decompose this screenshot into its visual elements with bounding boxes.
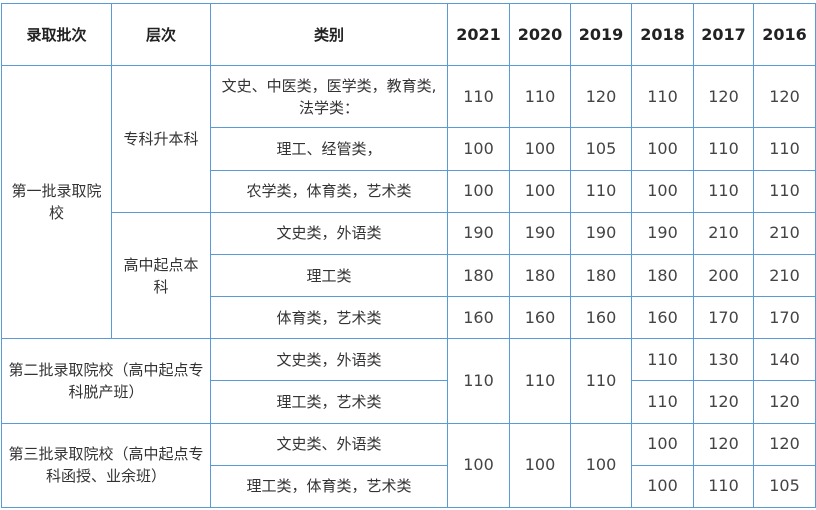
score-cell: 190: [447, 211, 510, 255]
score-cell: 120: [570, 65, 632, 129]
table-row: 理工、经管类， 100 100 105 100 110 110: [2, 127, 816, 171]
level-cell: 专科升本科: [111, 65, 211, 213]
table-row: 理工类，体育类，艺术类 100 110 105: [2, 464, 816, 509]
score-cell: 110: [753, 169, 816, 213]
score-cell: 100: [509, 127, 571, 171]
score-cell-merged: 110: [570, 338, 632, 424]
header-year: 2017: [693, 2, 754, 67]
batch-cell-first: 第一批录取院校: [1, 65, 112, 340]
score-cell: 120: [693, 380, 754, 424]
batch-cell-third: 第三批录取院校（高中起点专科函授、业余班）: [1, 422, 211, 509]
score-cell: 140: [753, 338, 816, 382]
score-cell: 160: [509, 296, 571, 340]
score-cell: 120: [693, 65, 754, 129]
header-year: 2020: [509, 2, 571, 67]
score-cell: 105: [753, 464, 816, 509]
score-cell: 110: [631, 338, 694, 382]
header-year: 2018: [631, 2, 694, 67]
score-cell: 100: [447, 169, 510, 213]
score-cell: 100: [631, 422, 694, 466]
table-row: 第三批录取院校（高中起点专科函授、业余班） 文史类、外语类 100 100 10…: [1, 422, 816, 509]
table-row: 体育类，艺术类 160 160 160 160 170 170: [2, 296, 816, 340]
score-cell: 110: [570, 169, 632, 213]
score-cell: 100: [447, 127, 510, 171]
level-cell: 高中起点本科: [111, 211, 211, 340]
batch-cell-second: 第二批录取院校（高中起点专科脱产班）: [1, 338, 211, 424]
score-cell: 180: [570, 253, 632, 298]
score-cell-merged: 100: [570, 422, 632, 509]
score-cell: 110: [753, 127, 816, 171]
header-year: 2019: [570, 2, 632, 67]
score-cell: 100: [631, 127, 694, 171]
score-cell: 120: [753, 422, 816, 466]
table-row: 第二批录取院校（高中起点专科脱产班） 文史类，外语类 110 110 110 1…: [1, 338, 816, 424]
score-cell: 130: [693, 338, 754, 382]
score-cell: 110: [509, 65, 571, 129]
score-cell: 100: [631, 169, 694, 213]
score-cell: 180: [631, 253, 694, 298]
table-row: 理工类 180 180 180 180 200 210: [2, 253, 816, 298]
score-cell: 100: [631, 464, 694, 509]
category-cell: 文史类，外语类: [210, 338, 448, 382]
table-row: 高中起点本科 文史类，外语类 190 190 190 190 210 210: [2, 211, 816, 340]
score-cell-merged: 100: [509, 422, 571, 509]
header-level: 层次: [111, 2, 211, 67]
table-row: 理工类，艺术类 110 120 120: [2, 380, 816, 424]
score-cell: 120: [753, 380, 816, 424]
score-cell: 190: [570, 211, 632, 255]
score-cell: 100: [509, 169, 571, 213]
score-cell: 160: [447, 296, 510, 340]
score-cell: 120: [753, 65, 816, 129]
category-cell: 文史类、外语类: [210, 422, 448, 466]
score-cell: 160: [631, 296, 694, 340]
score-cell: 105: [570, 127, 632, 171]
category-cell: 理工类，体育类，艺术类: [210, 464, 448, 509]
score-cell: 110: [693, 127, 754, 171]
score-cell: 180: [509, 253, 571, 298]
score-cell-merged: 110: [509, 338, 571, 424]
score-cell-merged: 100: [447, 422, 510, 509]
category-cell: 文史、中医类，医学类，教育类,法学类：: [210, 65, 448, 129]
score-cell: 110: [693, 169, 754, 213]
score-cell: 110: [631, 65, 694, 129]
score-cell: 120: [693, 422, 754, 466]
header-category: 类别: [210, 2, 448, 67]
score-cell: 110: [693, 464, 754, 509]
category-cell: 农学类，体育类，艺术类: [210, 169, 448, 213]
score-cell: 160: [570, 296, 632, 340]
score-cell: 190: [509, 211, 571, 255]
score-cell: 190: [631, 211, 694, 255]
header-row: 录取批次 层次 类别 2021 2020 2019 2018 2017 2016: [1, 2, 816, 67]
score-cell: 210: [693, 211, 754, 255]
header-batch: 录取批次: [1, 2, 112, 67]
header-year: 2016: [753, 2, 816, 67]
category-cell: 理工类: [210, 253, 448, 298]
score-cell-merged: 110: [447, 338, 510, 424]
score-cell: 110: [447, 65, 510, 129]
score-cell: 170: [693, 296, 754, 340]
category-cell: 理工、经管类，: [210, 127, 448, 171]
category-cell: 体育类，艺术类: [210, 296, 448, 340]
score-cell: 170: [753, 296, 816, 340]
score-cell: 210: [753, 253, 816, 298]
score-cell: 110: [631, 380, 694, 424]
category-cell: 文史类，外语类: [210, 211, 448, 255]
header-year: 2021: [447, 2, 510, 67]
category-cell: 理工类，艺术类: [210, 380, 448, 424]
score-cell: 200: [693, 253, 754, 298]
table-row: 第一批录取院校 专科升本科 文史、中医类，医学类，教育类,法学类： 110 11…: [1, 65, 816, 340]
score-cell: 210: [753, 211, 816, 255]
table-row: 农学类，体育类，艺术类 100 100 110 100 110 110: [2, 169, 816, 213]
score-cell: 180: [447, 253, 510, 298]
